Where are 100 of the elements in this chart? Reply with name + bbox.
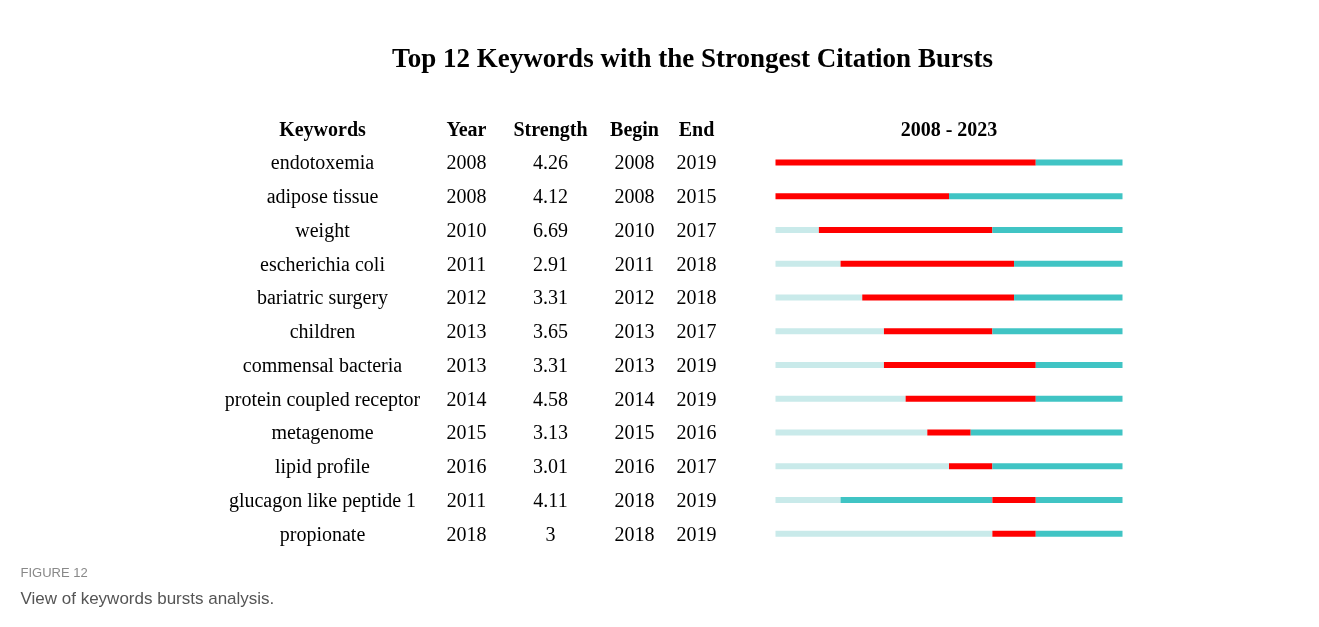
bar	[775, 193, 949, 200]
y-tick-label: glucagon like peptide 1	[228, 488, 417, 512]
text: 6.69	[533, 218, 568, 241]
bar	[1035, 159, 1123, 166]
bar	[905, 395, 1036, 402]
y-tick-label: adipose tissue	[266, 185, 379, 209]
x-axis-title: 2008 - 2023	[900, 117, 998, 140]
bar	[992, 463, 1123, 470]
text: 2008	[614, 185, 655, 208]
bar	[818, 226, 993, 233]
y-tick-label: weight	[295, 218, 351, 242]
bar	[992, 226, 1123, 233]
y-tick-label: protein coupled receptor	[224, 387, 421, 411]
bar	[840, 260, 1015, 267]
bar	[775, 496, 841, 503]
text: 2.91	[533, 252, 568, 275]
text: 2018	[446, 522, 487, 545]
bar	[1035, 530, 1123, 537]
text: 2014	[446, 387, 487, 410]
text: 3.13	[533, 421, 568, 444]
bar	[775, 294, 863, 301]
bar	[1035, 395, 1123, 402]
text: 2010	[446, 218, 487, 241]
text: 2011	[614, 252, 655, 275]
bar	[775, 395, 906, 402]
bar	[883, 361, 1036, 368]
bar	[927, 429, 971, 436]
text: 3.31	[533, 286, 568, 309]
text: 2019	[676, 353, 717, 376]
y-axis-title: Keywords	[279, 117, 367, 141]
text: 4.58	[533, 387, 568, 410]
bar	[775, 328, 884, 335]
bar	[775, 361, 884, 368]
text: 2019	[676, 387, 717, 410]
text: 2012	[614, 286, 655, 309]
text: Year	[446, 117, 487, 140]
text: View of keywords bursts analysis.	[20, 589, 275, 608]
bar	[949, 463, 993, 470]
text: 2015	[446, 421, 487, 444]
text: 2011	[446, 252, 487, 275]
y-tick-label: commensal bacteria	[242, 353, 403, 376]
text: 2012	[446, 286, 487, 309]
text: 2015	[676, 185, 717, 208]
bar	[1035, 361, 1123, 368]
bar	[970, 429, 1123, 436]
bar	[949, 193, 1123, 200]
text: 2008	[446, 185, 487, 208]
chart-title: Top 12 Keywords with the Strongest Citation Bursts	[392, 42, 993, 73]
text: 2008	[446, 151, 487, 174]
text: 3.31	[533, 353, 568, 376]
text: 2016	[446, 455, 487, 478]
bar	[775, 463, 949, 470]
text: 2019	[676, 151, 717, 174]
text: 2013	[446, 353, 487, 376]
text: 2013	[446, 320, 487, 343]
bar	[775, 159, 1036, 166]
bar	[775, 429, 928, 436]
text: 4.11	[533, 488, 568, 511]
text: 3	[545, 522, 556, 545]
text: 4.12	[533, 185, 568, 208]
text: 3.01	[533, 455, 568, 478]
text: 2017	[676, 218, 717, 241]
text: 2017	[676, 320, 717, 343]
text: 2013	[614, 353, 655, 376]
text: 2016	[614, 455, 655, 478]
text: End	[678, 117, 715, 140]
y-tick-label: metagenome	[271, 421, 374, 445]
text: Strength	[513, 117, 588, 141]
bar	[840, 496, 993, 503]
text: 2017	[676, 455, 717, 478]
bar	[992, 530, 1036, 537]
text: 2019	[676, 522, 717, 545]
text: 2014	[614, 387, 655, 410]
text: 2019	[676, 488, 717, 511]
bar	[1035, 496, 1123, 503]
text: 2018	[676, 252, 717, 275]
y-tick-label: bariatric surgery	[256, 286, 389, 310]
bar	[992, 328, 1123, 335]
bar	[775, 260, 841, 267]
text: 4.26	[533, 151, 568, 174]
text: 2011	[446, 488, 487, 511]
bar	[775, 530, 993, 537]
bar	[992, 496, 1036, 503]
text: 2010	[614, 218, 655, 241]
text: 2008	[614, 151, 655, 174]
text: 2018	[676, 286, 717, 309]
text: 2016	[676, 421, 717, 444]
y-tick-label: children	[289, 320, 356, 343]
bar	[775, 226, 819, 233]
bar	[1014, 260, 1123, 267]
text: 2015	[614, 421, 655, 444]
text: 2018	[614, 522, 655, 545]
caption: FIGURE 12	[20, 565, 88, 580]
text: 2013	[614, 320, 655, 343]
y-tick-label: endotoxemia	[270, 151, 375, 174]
y-tick-label: lipid profile	[275, 455, 371, 479]
text: Begin	[610, 117, 659, 141]
bar	[862, 294, 1015, 301]
bar	[883, 328, 993, 335]
y-tick-label: propionate	[279, 522, 366, 546]
